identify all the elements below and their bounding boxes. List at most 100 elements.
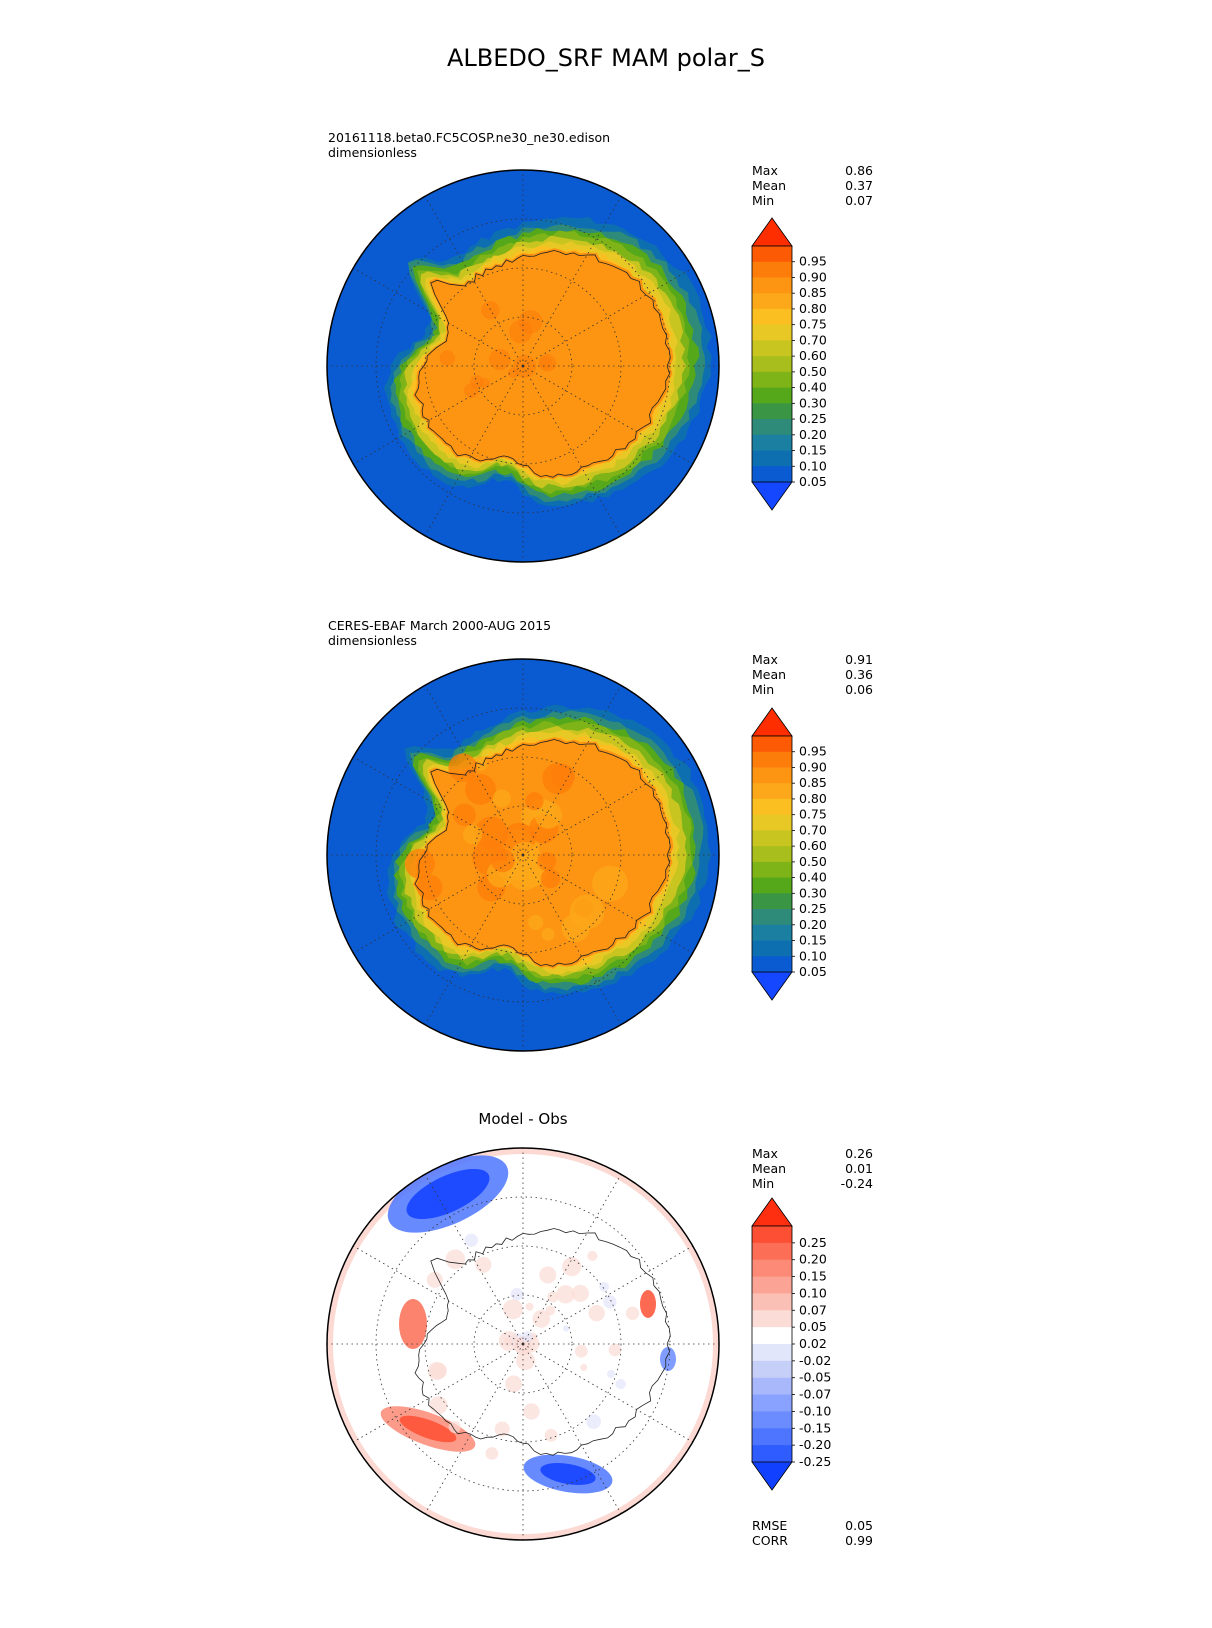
colorbar-bin <box>752 293 792 310</box>
stat-key: Mean <box>752 178 787 193</box>
rim-anomaly <box>327 1148 719 1540</box>
stat-row-mean: Mean 0.01 <box>752 1161 873 1176</box>
stat-row-min: Min 0.06 <box>752 682 873 697</box>
colorbar-extend-min <box>751 971 793 1001</box>
stat-key: Max <box>752 652 778 667</box>
albedo-patch <box>537 852 557 872</box>
anomaly-patch <box>562 1325 570 1332</box>
albedo-patch <box>474 816 508 850</box>
albedo-patch <box>453 803 476 827</box>
colorbar-diff: 0.25 0.20 0.150.10 0.07 0.05 0.02 -0.02 -0.05 -0… <box>751 1197 831 1491</box>
colorbar-extend-max <box>751 217 793 247</box>
colorbar-bin <box>752 736 792 753</box>
albedo-patch <box>541 927 555 941</box>
colorbar-extend-max <box>751 707 793 737</box>
stat-key: Min <box>752 193 775 208</box>
albedo-patch <box>528 914 544 931</box>
albedo-patch <box>509 841 541 874</box>
colorbar-bin <box>752 1310 792 1328</box>
stat-value: 0.99 <box>845 1533 873 1548</box>
anomaly-patch <box>588 1304 605 1322</box>
colorbar-tick-label: 0.40 <box>799 870 827 885</box>
colorbar-bin <box>752 783 792 800</box>
albedo-patch <box>479 377 490 389</box>
stat-row-min: Min 0.07 <box>752 193 873 208</box>
stat-row-corr: CORR 0.99 <box>752 1533 873 1548</box>
anomaly-blob <box>406 1168 490 1220</box>
colorbar-tick-label: 0.40 <box>799 380 827 395</box>
stat-key: Min <box>752 1176 775 1191</box>
anomaly-patch <box>544 1428 558 1442</box>
stat-row-min: Min -0.24 <box>752 1176 873 1191</box>
colorbar-tick-label: 0.70 <box>799 332 827 347</box>
colorbar-bin <box>752 956 792 973</box>
colorbar-tick-label: 0.15 <box>799 1269 827 1284</box>
anomaly-patch <box>494 1421 510 1437</box>
colorbar-tick-label: 0.05 <box>799 1319 827 1334</box>
colorbar-bin <box>752 1428 792 1446</box>
latitude-circle <box>424 756 622 954</box>
colorbar-bin <box>752 1226 792 1244</box>
albedo-patch <box>509 320 533 344</box>
colorbar-bin <box>752 1242 792 1261</box>
colorbar-tick-label: -0.15 <box>799 1420 831 1435</box>
map-boundary <box>326 1147 720 1541</box>
colorbar-bin <box>752 246 792 263</box>
stat-value: 0.07 <box>845 193 873 208</box>
colorbar-bin <box>752 1293 792 1311</box>
anomaly-patch <box>510 1287 524 1301</box>
anomaly-blob <box>399 1299 427 1349</box>
colorbar-tick-label: 0.20 <box>799 917 827 932</box>
colorbar-bin <box>752 450 792 467</box>
anomaly-patch <box>516 1351 536 1371</box>
albedo-patch <box>525 792 544 811</box>
colorbar-bin <box>752 830 792 847</box>
colorbar-tick-label: 0.10 <box>799 948 827 963</box>
albedo-patch <box>513 355 537 378</box>
stat-value: 0.05 <box>845 1518 873 1533</box>
colorbar-model: 0.950.900.850.800.750.700.600.500.400.30… <box>751 217 827 511</box>
map-boundary <box>326 169 720 563</box>
colorbar-bin <box>752 371 792 389</box>
colorbar-tick-label: 0.02 <box>799 1336 827 1351</box>
colorbar-bin <box>752 924 792 942</box>
colorbar-bin <box>752 1394 792 1412</box>
anomaly-patch <box>615 1379 626 1390</box>
anomaly-patch <box>523 1403 540 1420</box>
albedo-patch <box>439 350 456 366</box>
colorbar-bin <box>752 419 792 436</box>
colorbar-tick-label: 0.70 <box>799 822 827 837</box>
anomaly-patch <box>448 1421 461 1434</box>
colorbar-tick-label: 0.10 <box>799 1285 827 1300</box>
stat-row-rmse: RMSE 0.05 <box>752 1518 873 1533</box>
albedo-patch <box>448 753 478 783</box>
coastline <box>414 739 671 967</box>
colorbar-bin <box>752 340 792 357</box>
colorbar-bin <box>752 356 792 373</box>
stat-value: 0.37 <box>845 178 873 193</box>
panel-units-label: dimensionless <box>328 145 417 160</box>
colorbar-tick-label: -0.07 <box>799 1387 831 1402</box>
anomaly-patch <box>586 1414 602 1429</box>
colorbar-tick-label: 0.15 <box>799 443 827 458</box>
stat-value: 0.91 <box>845 652 873 667</box>
colorbar-bin <box>752 261 792 278</box>
albedo-patch <box>490 848 515 873</box>
anomaly-patch <box>587 1250 598 1262</box>
colorbar-bin <box>752 1360 792 1379</box>
anomaly-patch <box>562 1257 582 1277</box>
colorbar-tick-label: -0.20 <box>799 1437 831 1452</box>
colorbar-bin <box>752 434 792 452</box>
latitude-circle <box>424 1245 622 1443</box>
colorbar-bin <box>752 940 792 957</box>
colorbar-tick-label: 0.25 <box>799 411 827 426</box>
colorbar-extend-min <box>751 1461 793 1491</box>
anomaly-patch <box>571 1284 589 1302</box>
anomaly-blob <box>640 1290 656 1318</box>
anomaly-patch <box>539 1266 557 1284</box>
anomaly-patch <box>625 1306 640 1320</box>
figure-title: ALBEDO_SRF MAM polar_S <box>447 44 765 72</box>
anomaly-blob <box>660 1347 676 1371</box>
anomaly-patch <box>607 1369 616 1379</box>
colorbar-extend-min <box>751 481 793 511</box>
